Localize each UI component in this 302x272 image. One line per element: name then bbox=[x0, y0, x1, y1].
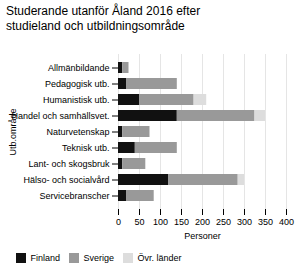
svg-text:200: 200 bbox=[195, 217, 210, 227]
svg-text:Servicebranscher: Servicebranscher bbox=[39, 191, 109, 201]
svg-text:Teknisk utb.: Teknisk utb. bbox=[62, 143, 110, 153]
svg-text:0: 0 bbox=[116, 217, 121, 227]
svg-text:Utb.område: Utb.område bbox=[8, 108, 18, 155]
html-text:Finland: Finland bbox=[30, 252, 60, 263]
svg-text:50: 50 bbox=[134, 217, 144, 227]
svg-text:300: 300 bbox=[237, 217, 252, 227]
html-text:Studerande utanför Åland 2016: Studerande utanför Åland 2016 efter stud… bbox=[6, 4, 201, 33]
html-text:Sverige: Sverige bbox=[83, 252, 114, 263]
svg-text:Allmänbildande: Allmänbildande bbox=[48, 63, 110, 73]
html-text:Övr. länder: Övr. länder bbox=[137, 252, 182, 263]
svg-text:Lant- och skogsbruk: Lant- och skogsbruk bbox=[28, 159, 110, 169]
svg-text:Naturvetenskap: Naturvetenskap bbox=[46, 127, 109, 137]
svg-text:400: 400 bbox=[279, 217, 294, 227]
svg-text:100: 100 bbox=[153, 217, 168, 227]
svg-text:Hälso- och socialvård: Hälso- och socialvård bbox=[23, 175, 109, 185]
svg-text:Handel och samhällsvet.: Handel och samhällsvet. bbox=[11, 111, 109, 121]
svg-text:250: 250 bbox=[216, 217, 231, 227]
svg-text:Personer: Personer bbox=[184, 231, 221, 241]
svg-text:Humanistisk utb.: Humanistisk utb. bbox=[43, 95, 110, 105]
svg-text:150: 150 bbox=[174, 217, 189, 227]
svg-text:Pedagogisk utb.: Pedagogisk utb. bbox=[45, 79, 110, 89]
svg-text:350: 350 bbox=[258, 217, 273, 227]
